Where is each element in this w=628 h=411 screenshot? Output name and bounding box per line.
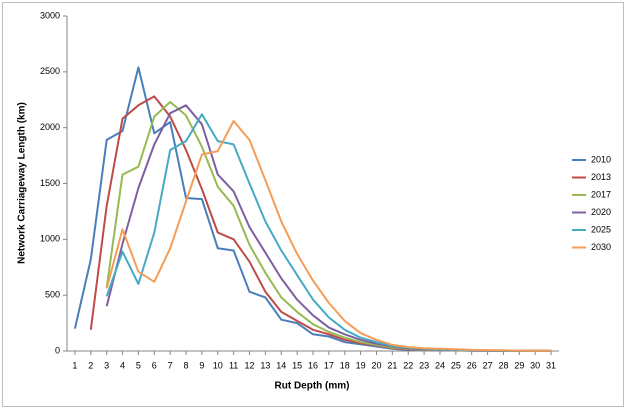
x-tick-label: 27 xyxy=(483,360,493,370)
x-tick-label: 23 xyxy=(419,360,429,370)
legend-label: 2010 xyxy=(591,154,611,164)
x-tick-label: 19 xyxy=(356,360,366,370)
x-tick-label: 5 xyxy=(136,360,141,370)
x-tick-label: 26 xyxy=(467,360,477,370)
legend-label: 2017 xyxy=(591,189,611,199)
x-tick-label: 30 xyxy=(530,360,540,370)
legend-label: 2030 xyxy=(591,242,611,252)
series-line xyxy=(105,120,552,352)
x-tick-label: 29 xyxy=(514,360,524,370)
x-tick-label: 21 xyxy=(387,360,397,370)
legend-label: 2025 xyxy=(591,224,611,234)
x-tick-label: 15 xyxy=(292,360,302,370)
y-tick-label: 500 xyxy=(45,290,60,300)
y-tick-label: 2000 xyxy=(40,122,60,132)
x-tick-label: 6 xyxy=(152,360,157,370)
x-tick-label: 9 xyxy=(199,360,204,370)
x-tick-label: 10 xyxy=(213,360,223,370)
y-tick-label: 2500 xyxy=(40,66,60,76)
x-tick-label: 1 xyxy=(72,360,77,370)
x-tick-label: 11 xyxy=(229,360,238,370)
y-tick-label: 1500 xyxy=(40,178,60,188)
x-tick-label: 31 xyxy=(546,360,556,370)
x-tick-label: 16 xyxy=(308,360,318,370)
x-tick-label: 18 xyxy=(340,360,350,370)
x-tick-label: 14 xyxy=(276,360,286,370)
x-tick-label: 13 xyxy=(260,360,270,370)
x-tick-label: 3 xyxy=(104,360,109,370)
x-tick-label: 20 xyxy=(371,360,381,370)
legend-label: 2020 xyxy=(591,207,611,217)
x-tick-label: 12 xyxy=(245,360,255,370)
chart-frame xyxy=(2,2,624,407)
x-tick-label: 17 xyxy=(324,360,334,370)
x-tick-label: 25 xyxy=(451,360,461,370)
x-tick-label: 24 xyxy=(435,360,445,370)
x-tick-label: 28 xyxy=(498,360,508,370)
x-tick-label: 7 xyxy=(168,360,173,370)
legend-label: 2013 xyxy=(591,172,611,182)
x-axis-title: Rut Depth (mm) xyxy=(275,381,350,392)
y-tick-label: 1000 xyxy=(40,234,60,244)
y-tick-label: 3000 xyxy=(40,10,60,20)
y-tick-label: 0 xyxy=(55,345,60,355)
x-tick-label: 22 xyxy=(403,360,413,370)
x-tick-label: 2 xyxy=(88,360,93,370)
x-tick-label: 8 xyxy=(184,360,189,370)
x-tick-label: 4 xyxy=(120,360,125,370)
y-axis-title: Network Carriageway Length (km) xyxy=(17,102,28,264)
